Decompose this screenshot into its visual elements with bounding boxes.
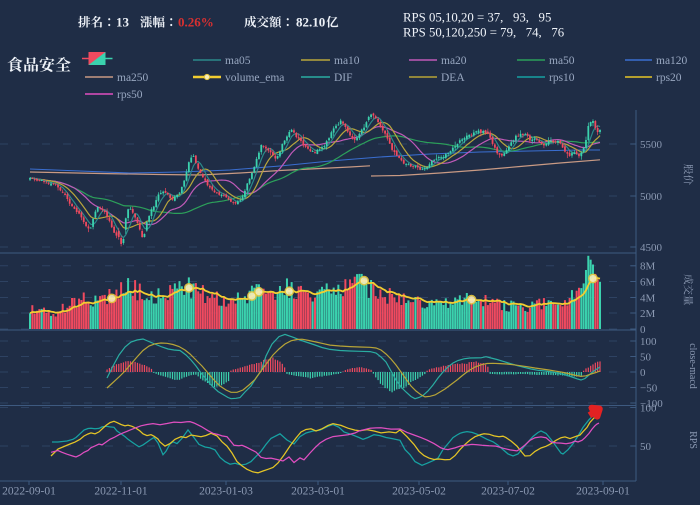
svg-text:0.26%: 0.26% [178, 15, 214, 30]
svg-text:50: 50 [640, 351, 652, 363]
svg-text:DEA: DEA [441, 72, 465, 84]
svg-text:4M: 4M [640, 292, 656, 304]
svg-text:2M: 2M [640, 308, 656, 320]
svg-text:82.10: 82.10 [296, 15, 325, 30]
svg-text:ma20: ma20 [441, 55, 467, 67]
svg-text:ma50: ma50 [549, 55, 575, 67]
svg-text:rps50: rps50 [117, 89, 143, 101]
svg-text:volume_ema: volume_ema [225, 72, 284, 84]
svg-text:6M: 6M [640, 276, 656, 288]
svg-text:50: 50 [640, 441, 652, 453]
svg-text:ma10: ma10 [334, 55, 360, 67]
svg-text:ma05: ma05 [225, 55, 251, 67]
svg-text:RPS: RPS [687, 431, 698, 449]
svg-text:100: 100 [640, 402, 657, 414]
svg-text:2022-09-01: 2022-09-01 [2, 486, 56, 498]
svg-text:RPS 50,120,250 = 79, 74, 7: RPS 50,120,250 = 79, 74, 76 [403, 26, 565, 40]
svg-text:2023-05-02: 2023-05-02 [392, 486, 446, 498]
svg-text:DIF: DIF [334, 72, 353, 84]
svg-text:5500: 5500 [640, 139, 663, 151]
svg-text:−50: −50 [640, 382, 658, 394]
svg-text:close-macd: close-macd [687, 343, 698, 389]
svg-text:0: 0 [640, 367, 646, 379]
svg-text:−100: −100 [640, 398, 663, 410]
svg-text:100: 100 [640, 336, 657, 348]
svg-text:2023-03-01: 2023-03-01 [291, 486, 345, 498]
svg-text:2023-07-02: 2023-07-02 [481, 486, 535, 498]
svg-text:RPS 05,10,20 = 37, 93, 95: RPS 05,10,20 = 37, 93, 95 [403, 11, 551, 25]
svg-text:13: 13 [116, 15, 130, 30]
svg-text:rps10: rps10 [549, 72, 575, 84]
svg-text:ma250: ma250 [117, 72, 149, 84]
svg-text:2022-11-01: 2022-11-01 [94, 486, 147, 498]
svg-text:ma120: ma120 [656, 55, 688, 67]
svg-text:5000: 5000 [640, 191, 663, 203]
svg-text:4500: 4500 [640, 242, 663, 254]
svg-text:2023-09-01: 2023-09-01 [576, 486, 630, 498]
svg-text:2023-01-03: 2023-01-03 [199, 486, 253, 498]
svg-text:0: 0 [640, 324, 646, 336]
svg-text:rps20: rps20 [656, 72, 682, 84]
svg-text:8M: 8M [640, 261, 656, 273]
